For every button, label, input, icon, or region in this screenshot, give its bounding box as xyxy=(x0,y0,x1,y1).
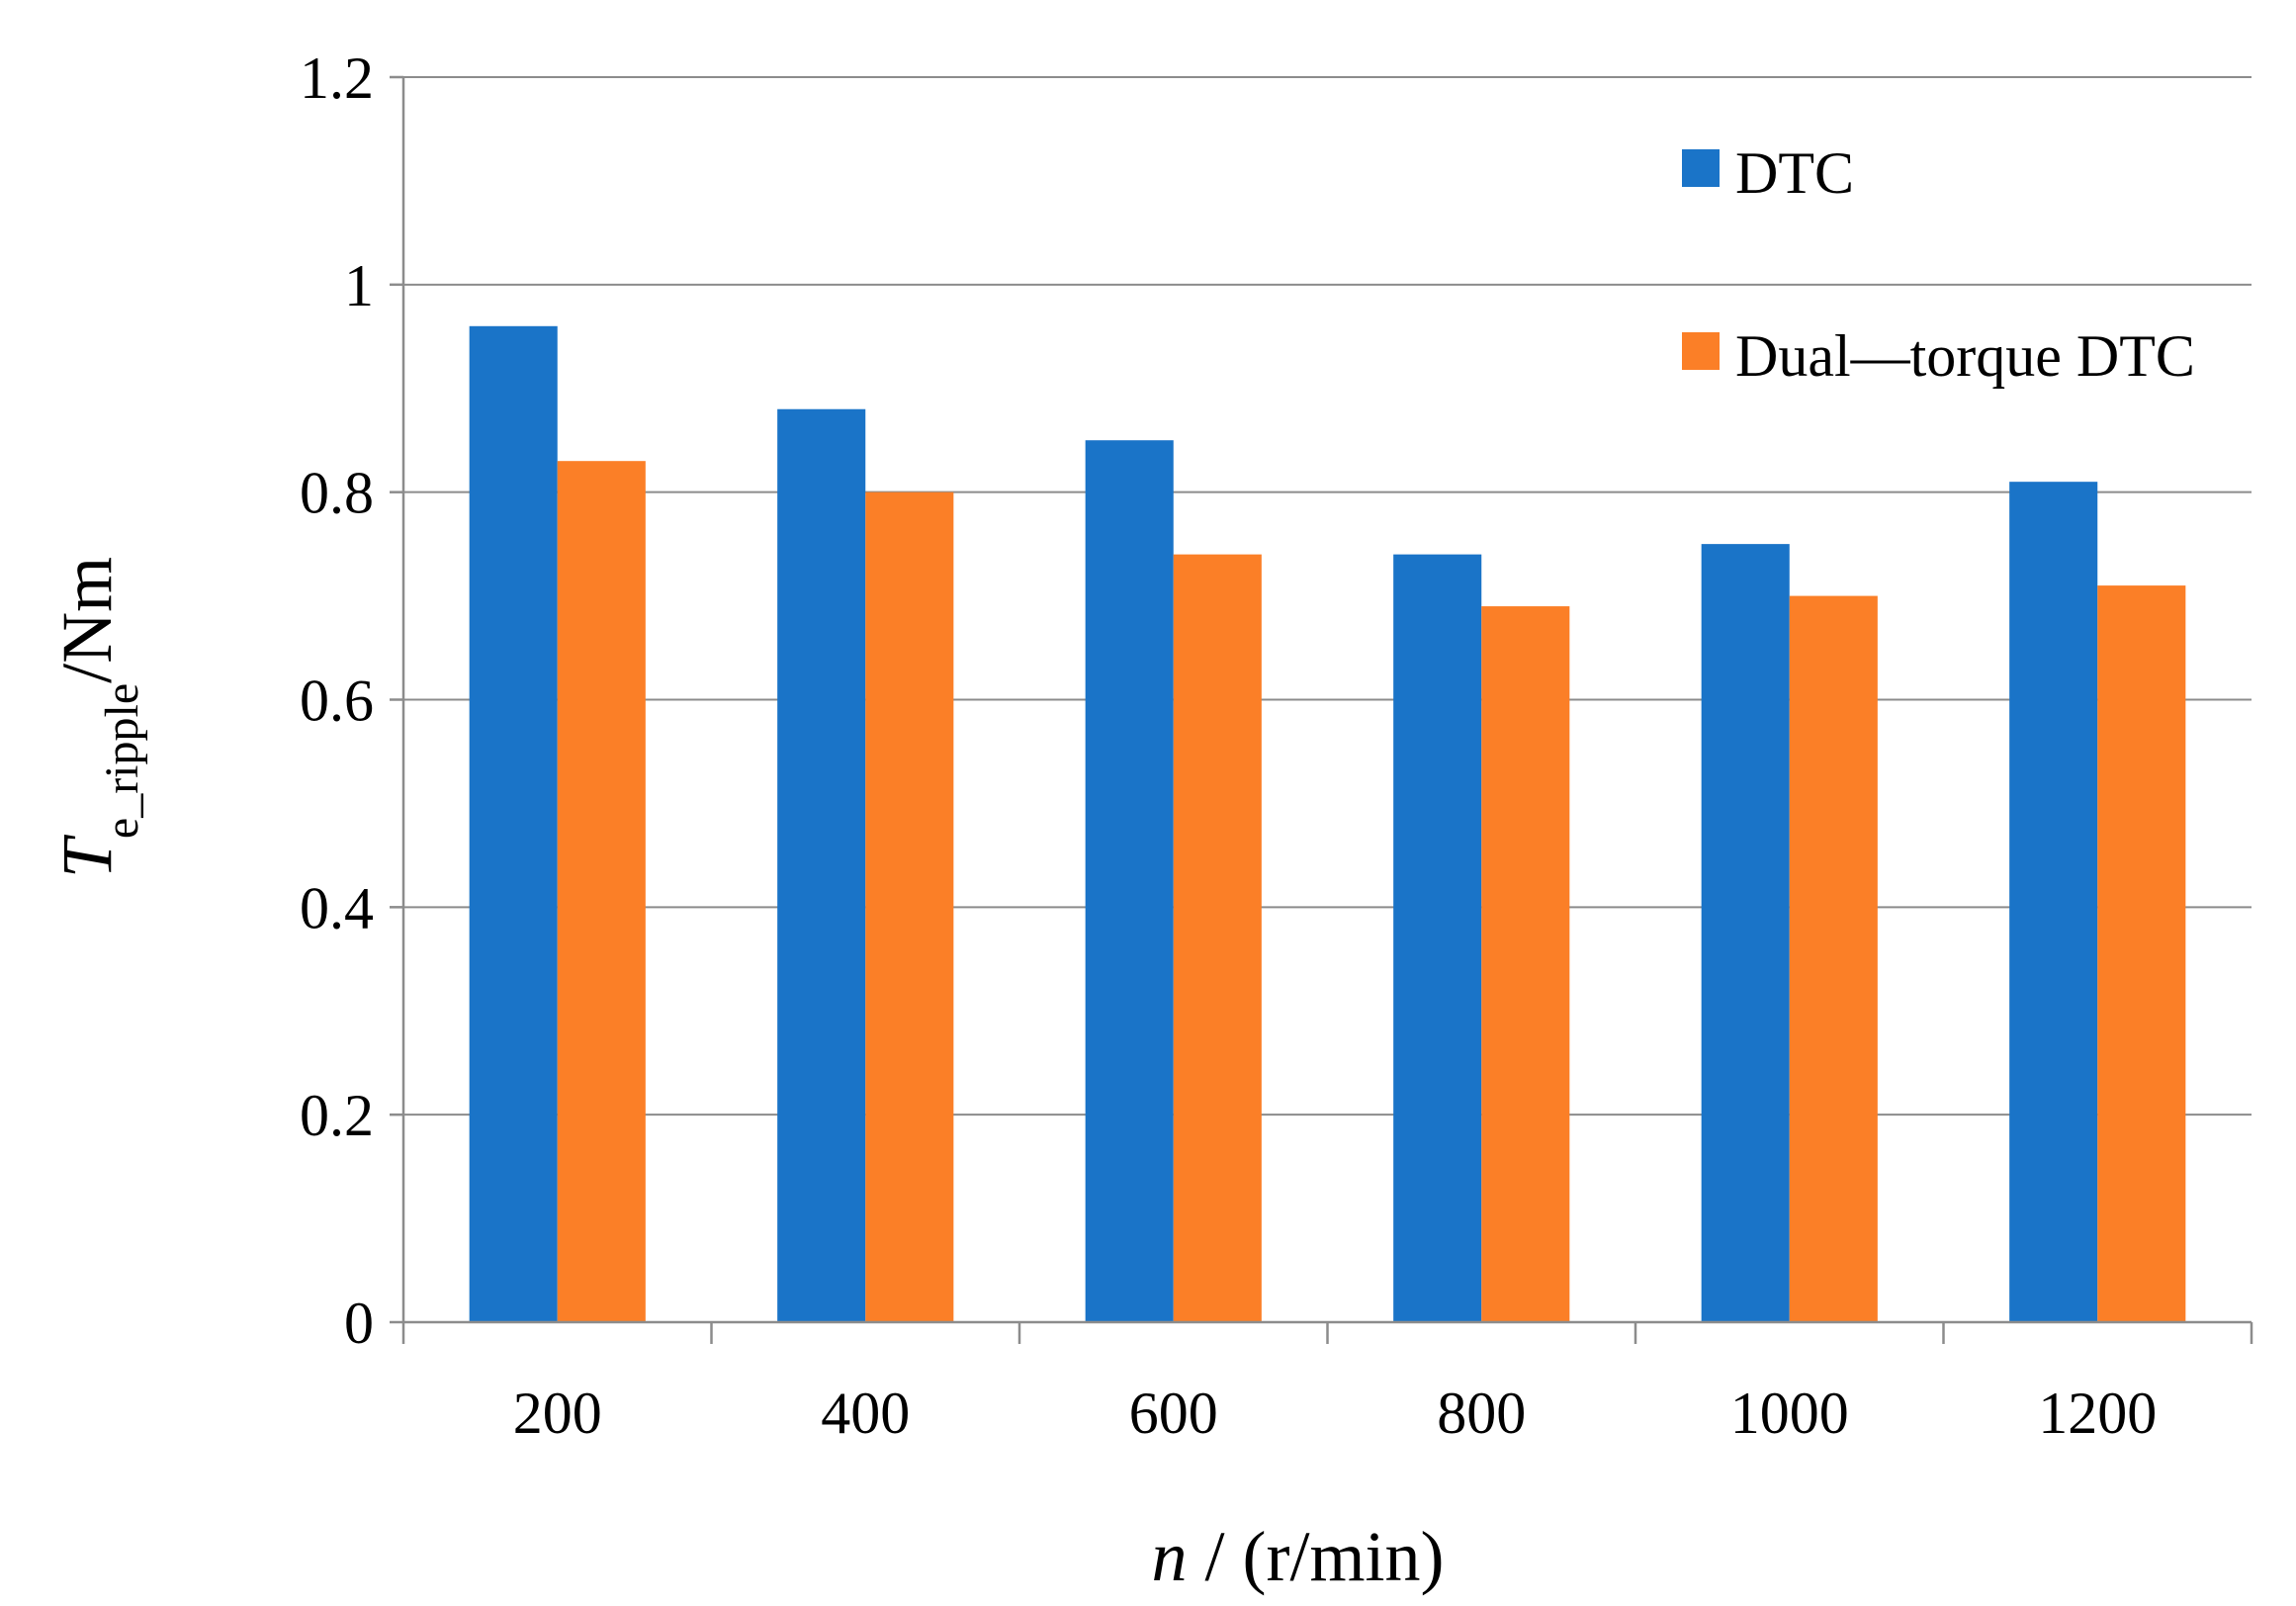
x-tick-label-600: 600 xyxy=(1129,1381,1218,1446)
bar-dual-torque-dtc-200 xyxy=(557,461,646,1323)
bar-dtc-1000 xyxy=(1701,544,1790,1322)
x-tick-label-1200: 1200 xyxy=(2038,1381,2157,1446)
y-axis-unit: /Nm xyxy=(47,557,127,683)
bar-dtc-1200 xyxy=(2009,482,2098,1322)
bar-dual-torque-dtc-1200 xyxy=(2097,585,2186,1322)
x-tick-label-200: 200 xyxy=(513,1381,602,1446)
x-tick-label-800: 800 xyxy=(1437,1381,1526,1446)
x-tick-labels: 200 400 600 800 1000 1200 xyxy=(401,1322,2253,1446)
y-tick-label-0-6: 0.6 xyxy=(300,669,374,734)
x-tick-label-400: 400 xyxy=(821,1381,910,1446)
x-tick-label-1000: 1000 xyxy=(1730,1381,1849,1446)
bar-dual-torque-dtc-800 xyxy=(1481,606,1570,1322)
y-axis-subscript: e_ripple xyxy=(96,683,148,839)
y-tick-label-0-2: 0.2 xyxy=(300,1083,374,1148)
y-tick-label-1-2: 1.2 xyxy=(300,45,374,111)
y-tick-label-1: 1 xyxy=(344,253,374,318)
bar-dual-torque-dtc-600 xyxy=(1173,554,1262,1322)
x-axis-unit: / (r/min) xyxy=(1188,1517,1445,1596)
bar-dual-torque-dtc-1000 xyxy=(1789,595,1878,1322)
x-axis-title: n / (r/min) xyxy=(1152,1517,1445,1596)
y-tick-label-0: 0 xyxy=(344,1291,374,1356)
legend-swatch-dual-torque-dtc xyxy=(1682,332,1720,370)
bar-dtc-800 xyxy=(1393,554,1482,1322)
legend: DTC Dual—torque DTC xyxy=(1682,140,2195,389)
y-tick-label-0-4: 0.4 xyxy=(300,875,374,940)
legend-swatch-dtc xyxy=(1682,149,1720,187)
y-tick-labels: 0 0.2 0.4 0.6 0.8 1 1.2 xyxy=(300,45,403,1356)
x-axis-variable: n xyxy=(1152,1517,1188,1596)
bar-dtc-200 xyxy=(469,325,558,1322)
y-tick-label-0-8: 0.8 xyxy=(300,461,374,526)
bars xyxy=(469,325,2186,1323)
legend-label-dual-torque-dtc: Dual—torque DTC xyxy=(1735,323,2195,389)
gridlines xyxy=(403,76,2252,1116)
bar-dual-torque-dtc-400 xyxy=(865,491,954,1323)
y-axis-title: Te_ripple/Nm xyxy=(47,557,148,878)
bar-dtc-400 xyxy=(777,408,866,1322)
y-axis-variable: T xyxy=(47,834,127,878)
bar-dtc-600 xyxy=(1085,440,1174,1322)
legend-label-dtc: DTC xyxy=(1735,140,1854,206)
